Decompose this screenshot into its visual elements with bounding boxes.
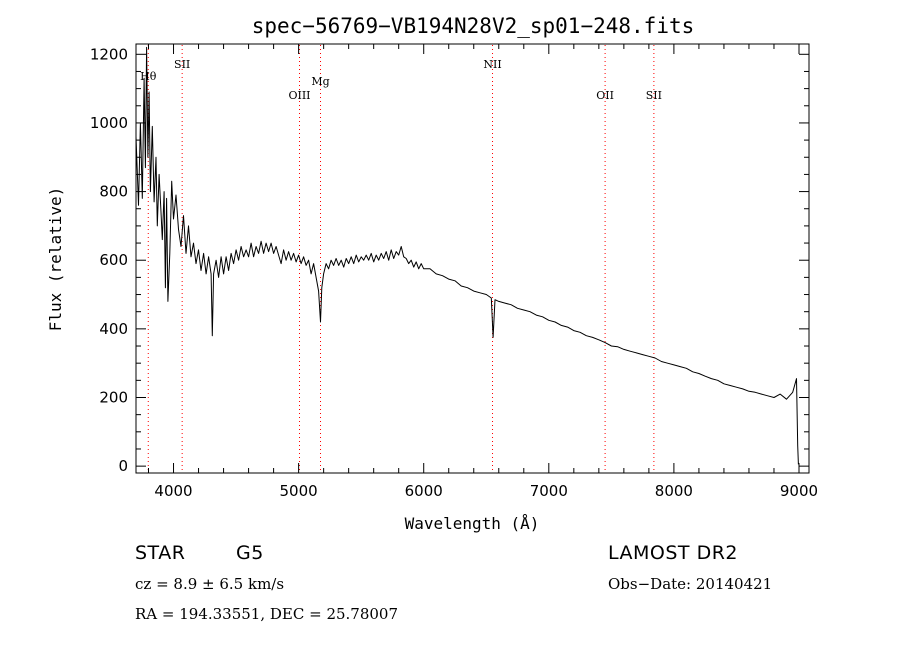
y-tick-label: 600 [99, 251, 128, 269]
spectrum-series-line [135, 46, 799, 465]
y-axis-label: Flux (relative) [46, 187, 65, 332]
object-class: STAR [135, 542, 186, 564]
series-layer [135, 46, 799, 465]
x-axis-label: Wavelength (Å) [405, 514, 540, 533]
y-tick-label: 200 [99, 388, 128, 406]
spectral-line-label: OII [596, 89, 614, 102]
ra-dec-coordinates: RA = 194.33551, DEC = 25.78007 [135, 605, 399, 623]
x-tick-label: 4000 [154, 482, 192, 500]
x-tick-label: 8000 [655, 482, 693, 500]
x-tick-label: 7000 [530, 482, 568, 500]
redshift-cz: cz = 8.9 ± 6.5 km/s [135, 575, 285, 593]
spectral-line-label: SII [646, 89, 662, 102]
y-tick-label: 0 [118, 457, 128, 475]
survey-name: LAMOST DR2 [608, 542, 738, 564]
chart-title: spec−56769−VB194N28V2_sp01−248.fits [252, 14, 695, 38]
axes: 4000 5000 6000 7000 8000 9000 0 200 400 600 800 100… [90, 43, 818, 500]
y-tick-label: 1000 [90, 114, 128, 132]
x-tick-label: 6000 [405, 482, 443, 500]
y-tick-label: 400 [99, 320, 128, 338]
y-tick-label: 800 [99, 183, 128, 201]
spectral-line-label: SII [174, 58, 190, 71]
observation-date: Obs−Date: 20140421 [608, 575, 773, 593]
spectral-line-label: OIII [288, 89, 310, 102]
plot-frame [135, 43, 810, 474]
x-tick-label: 5000 [280, 482, 318, 500]
y-tick-label: 1200 [90, 45, 128, 63]
x-tick-label: 9000 [780, 482, 818, 500]
spectral-line-label: Hθ [140, 70, 157, 83]
spectral-line-label: NII [483, 58, 501, 71]
object-subclass: G5 [236, 542, 264, 564]
spectral-line-label: Mg [311, 75, 329, 88]
